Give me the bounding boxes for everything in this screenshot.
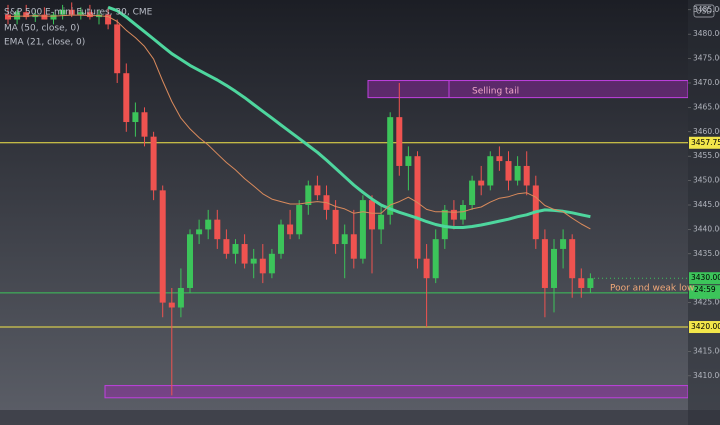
price-axis [688,0,720,425]
candle-body [241,244,248,264]
countdown-box [689,285,720,296]
candle-body [132,112,139,123]
candle-body [23,12,30,18]
chart-title: S&P 500 E-mini Futures, 30, CME [4,8,153,18]
candle-body [177,287,184,308]
price-label: 3457.75 [691,138,720,147]
candle-body [450,209,457,220]
y-tick-label: 3425.00 [693,298,720,307]
candle-body [159,190,166,303]
candle-body [441,209,448,240]
candle-body [123,73,130,123]
candle-body [250,258,257,264]
candle-body [205,219,212,230]
candle-body [496,156,503,162]
candle-body [268,253,275,274]
y-tick-label: 3440.00 [693,224,720,233]
candle-body [460,205,466,220]
candle-body [387,117,394,215]
candle-body [259,258,266,274]
candle-body [551,248,557,288]
currency: USD [696,7,712,16]
candle-body [487,156,494,186]
price-label-box [689,321,720,334]
zone [104,385,688,399]
candle-body [396,117,403,166]
candle-body [332,209,339,245]
candle-body [5,14,11,20]
price-label-box [689,136,720,149]
plot-area: Selling tail [0,2,688,399]
y-tick-label: 3455.00 [693,151,720,160]
candle-body [378,214,385,230]
candle-body [105,14,112,25]
y-tick-label: 3485.00 [693,5,720,14]
candle-body [223,239,230,254]
y-tick-label: 3435.00 [693,249,720,258]
y-tick-label: 3470.00 [693,78,720,87]
candle-body [587,278,594,288]
candle-body [514,165,521,181]
currency-box [693,4,715,18]
candle-body [41,14,48,20]
y-tick-label: 3460.00 [693,127,720,136]
candle-body [141,112,148,137]
candle-body [423,258,430,279]
y-tick-label: 3415.00 [693,346,720,355]
candle-body [278,224,284,254]
legend-entry: MA (50, close, 0) [4,24,80,34]
candle-body [305,185,312,205]
candle-body [296,205,303,235]
candle-body [569,239,576,279]
zone [367,80,688,99]
candle-body [59,9,66,15]
legend-entry: EMA (21, close, 0) [4,38,85,48]
candle-body [232,244,239,254]
candle-body [187,234,193,288]
candle-body [341,234,348,245]
zone-label: Selling tail [472,87,519,97]
candle-body [414,156,421,259]
candle-body [196,229,203,235]
candle-body [369,200,375,230]
candle-body [359,200,366,259]
price-label: 3430.00 [691,273,720,282]
candle-body [478,180,485,186]
axis-labels: 3410.00 3415.00 3425.00 3435.00 3440.00 3445.… [688,5,720,380]
candle-body [168,302,175,308]
candle-body [287,224,294,235]
price-label: 3420.00 [691,322,720,331]
indicator-line [107,5,591,229]
candle-body [77,12,84,15]
candle-body [469,180,476,205]
candle-body [523,165,530,186]
candle-body [214,219,221,240]
time-axis [0,410,720,425]
y-tick-label: 3475.00 [693,54,720,63]
candle-body [114,24,121,74]
candle-body [541,239,548,288]
candle-body [314,185,321,196]
candle-body [505,161,512,181]
indicator-line [7,14,591,230]
annotation: Poor and weak low [610,284,694,294]
y-tick-label: 3480.00 [693,29,720,38]
candle-body [405,156,412,166]
y-tick-label: 3450.00 [693,176,720,185]
y-tick-label: 3445.00 [693,200,720,209]
candle-body [50,14,57,20]
candle-body [432,239,439,279]
candle-body [150,136,157,191]
candle-body [68,9,75,15]
candle-body [86,12,93,18]
candle-body [560,239,567,249]
candle-body [350,234,357,259]
countdown: 24:59 [694,285,716,294]
y-tick-label: 3465.00 [693,102,720,111]
candle-body [578,278,585,288]
price-label-box [689,272,720,285]
y-tick-label: 3410.00 [693,371,720,380]
